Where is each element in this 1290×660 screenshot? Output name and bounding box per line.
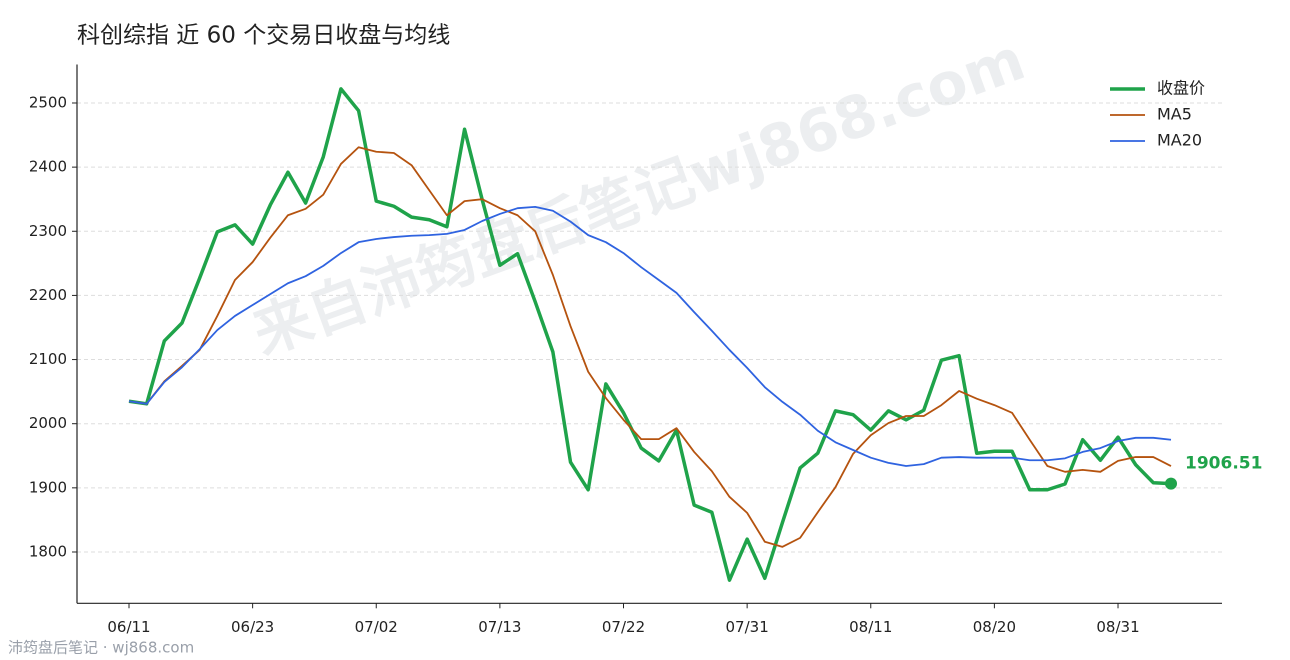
series-line: [128, 205, 1172, 467]
series-line: [128, 146, 1172, 548]
watermark: 来自沛筠盘后笔记wj868.com: [244, 25, 1033, 368]
y-tick-label: 2000: [29, 414, 67, 432]
footer: 沛筠盘后笔记 · wj868.com: [8, 639, 194, 657]
y-tick-label: 1900: [29, 478, 67, 496]
last-value-label: 1906.51: [1185, 454, 1262, 474]
y-tick-label: 2500: [29, 93, 67, 111]
x-tick-label: 07/02: [355, 618, 398, 636]
y-tick-label: 2300: [29, 222, 67, 240]
x-tick-label: 08/11: [849, 618, 892, 636]
y-tick-label: 2100: [29, 350, 67, 368]
y-tick-label: 1800: [29, 542, 67, 560]
x-tick-label: 06/11: [107, 618, 150, 636]
x-tick-label: 08/31: [1096, 618, 1139, 636]
legend-label: MA5: [1157, 105, 1192, 124]
x-tick-label: 07/22: [602, 618, 645, 636]
y-tick-label: 2400: [29, 158, 67, 176]
x-tick-label: 07/13: [478, 618, 521, 636]
legend-label: 收盘价: [1157, 79, 1205, 98]
y-tick-label: 2200: [29, 286, 67, 304]
last-point: [1165, 477, 1177, 490]
chart-title: 科创综指 近 60 个交易日收盘与均线: [77, 23, 450, 49]
x-tick-label: 07/31: [726, 618, 769, 636]
x-tick-label: 08/20: [973, 618, 1016, 636]
legend-label: MA20: [1157, 131, 1202, 150]
x-tick-label: 06/23: [231, 618, 274, 636]
series-line: [128, 87, 1172, 582]
